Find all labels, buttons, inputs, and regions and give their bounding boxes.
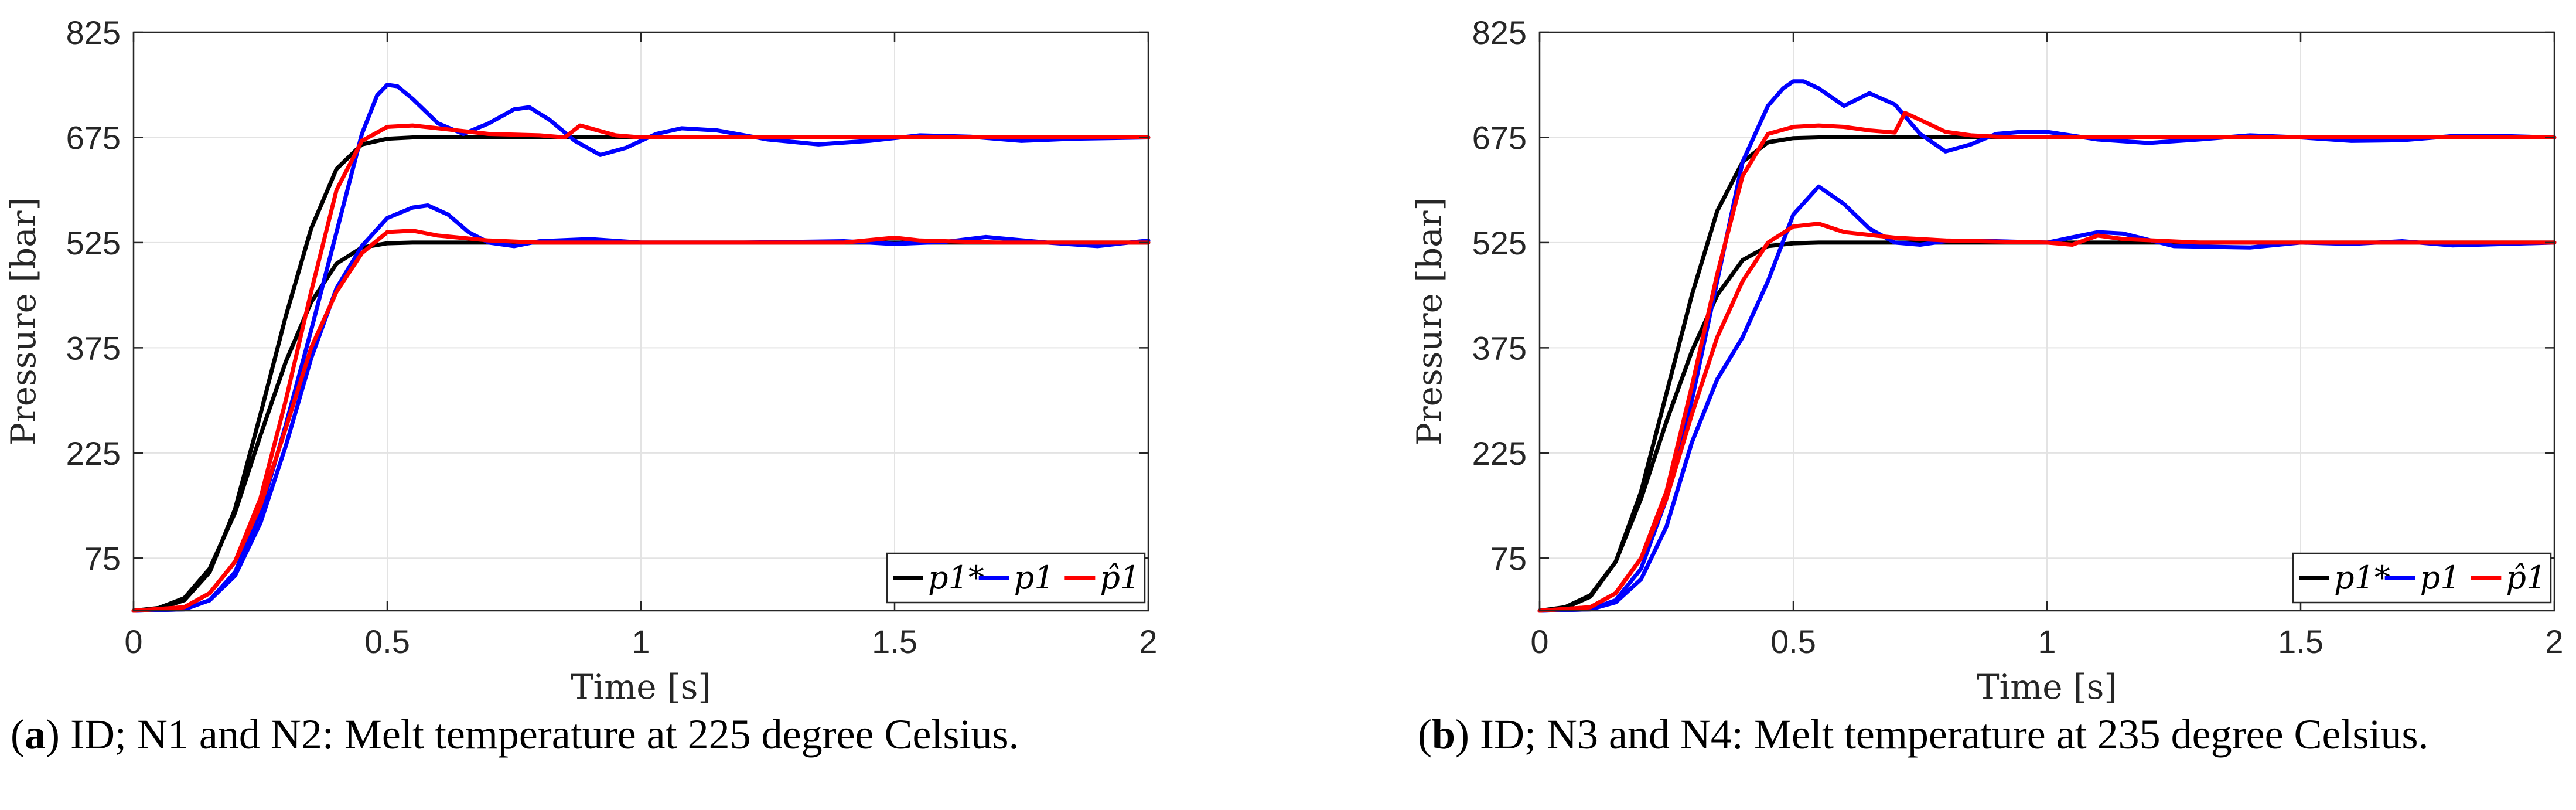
y-tick-label-4: 675 — [66, 119, 121, 156]
legend-box — [886, 552, 1146, 604]
x-tick-label-4: 2 — [2545, 623, 2563, 660]
caption-b-text: ) ID; N3 and N4: Melt temperature at 235… — [1455, 711, 2429, 758]
y-axis-label: Pressure [bar] — [4, 198, 43, 445]
x-tick-label-2: 1 — [2038, 623, 2056, 660]
caption-b: (b) ID; N3 and N4: Melt temperature at 2… — [1418, 711, 2429, 758]
legend-label-2: p̂1 — [1100, 559, 1140, 596]
x-tick-label-1: 0.5 — [364, 623, 410, 660]
legend-label-0: p1* — [928, 559, 984, 596]
y-tick-label-3: 525 — [1472, 224, 1527, 261]
caption-a-label: a — [24, 711, 46, 758]
y-tick-label-2: 375 — [1472, 329, 1527, 366]
x-tick-label-4: 2 — [1139, 623, 1157, 660]
y-tick-label-0: 75 — [84, 540, 121, 577]
y-tick-label-5: 825 — [1472, 14, 1527, 51]
legend-label-0: p1* — [2334, 559, 2390, 596]
series-line-5 — [1537, 222, 2557, 613]
y-tick-label-3: 525 — [66, 224, 121, 261]
caption-a-text: ) ID; N1 and N2: Melt temperature at 225… — [45, 711, 1019, 758]
y-tick-label-4: 675 — [1472, 119, 1527, 156]
legend: p1* p1 p̂1 — [886, 552, 1146, 604]
x-axis-label: Time [s] — [571, 667, 711, 707]
legend-label-2: p̂1 — [2506, 559, 2546, 596]
y-tick-label-1: 225 — [66, 435, 121, 472]
x-tick-label-0: 0 — [1530, 623, 1548, 660]
x-tick-label-1: 0.5 — [1770, 623, 1816, 660]
caption-a: (a) ID; N1 and N2: Melt temperature at 2… — [11, 711, 1019, 758]
series-line-5 — [131, 229, 1151, 613]
legend-label-1: p1 — [1014, 559, 1055, 596]
chart-panel-b: 0 0.5 1 1.5 2 75 225 375 525 675 825 Time [s] Pressu… — [1410, 14, 2564, 707]
y-tick-label-2: 375 — [66, 329, 121, 366]
y-axis-label: Pressure [bar] — [1410, 198, 1449, 445]
x-tick-label-2: 1 — [632, 623, 650, 660]
legend-label-1: p1 — [2420, 559, 2461, 596]
caption-b-label: b — [1431, 711, 1456, 758]
chart-panel-a: 0 0.5 1 1.5 2 75 225 375 525 675 825 Time [s] Pressu… — [4, 14, 1158, 707]
x-tick-label-3: 1.5 — [2278, 623, 2323, 660]
y-tick-label-5: 825 — [66, 14, 121, 51]
legend: p1* p1 p̂1 — [2292, 552, 2552, 604]
x-tick-label-3: 1.5 — [872, 623, 917, 660]
legend-box — [2292, 552, 2552, 604]
x-axis-label: Time [s] — [1977, 667, 2117, 707]
x-tick-label-0: 0 — [124, 623, 142, 660]
series-line-2 — [131, 83, 1151, 613]
y-tick-label-0: 75 — [1490, 540, 1527, 577]
y-tick-label-1: 225 — [1472, 435, 1527, 472]
